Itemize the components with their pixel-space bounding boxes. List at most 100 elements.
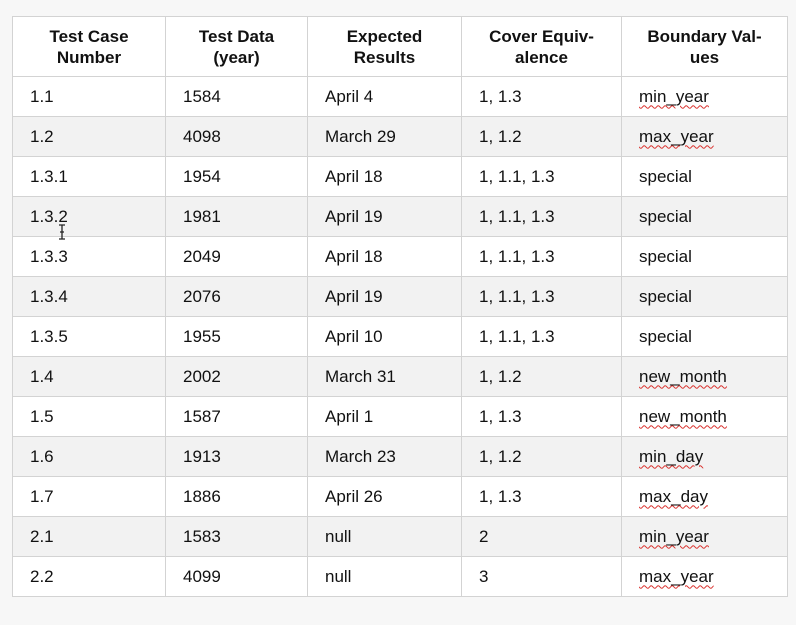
cell-text: null bbox=[325, 566, 352, 586]
cover-equivalence-cell[interactable]: 3 bbox=[461, 556, 622, 597]
boundary-values-cell[interactable]: new_month bbox=[621, 396, 788, 437]
test-case-number-cell[interactable]: 2.2 bbox=[12, 556, 166, 597]
table-row: 2.1 1583 null 2 min_year bbox=[12, 516, 788, 557]
cell-text: April 4 bbox=[325, 86, 374, 106]
boundary-values-cell[interactable]: special bbox=[621, 276, 788, 317]
test-data-cell[interactable]: 4099 bbox=[165, 556, 308, 597]
cell-text: max_year bbox=[639, 566, 714, 586]
test-data-cell[interactable]: 1583 bbox=[165, 516, 308, 557]
boundary-values-cell[interactable]: special bbox=[621, 236, 788, 277]
test-case-number-cell[interactable]: 1.3.1 bbox=[12, 156, 166, 197]
test-case-number-cell[interactable]: 1.2 bbox=[12, 116, 166, 157]
test-case-number-cell[interactable]: 1.3.3 bbox=[12, 236, 166, 277]
expected-results-cell[interactable]: April 10 bbox=[307, 316, 462, 357]
cover-equivalence-cell[interactable]: 1, 1.3 bbox=[461, 396, 622, 437]
table-header-row: Test Case Number Test Data (year) Expected… bbox=[12, 16, 788, 77]
test-case-number-cell[interactable]: 1.1 bbox=[12, 76, 166, 117]
header-cover-equivalence: Cover Equiv-alence bbox=[461, 16, 622, 77]
cell-text: null bbox=[325, 526, 352, 546]
test-case-number-cell[interactable]: 1.3.2 bbox=[12, 196, 166, 237]
boundary-values-cell[interactable]: special bbox=[621, 156, 788, 197]
expected-results-cell[interactable]: March 29 bbox=[307, 116, 462, 157]
boundary-values-cell[interactable]: special bbox=[621, 316, 788, 357]
test-case-number-cell[interactable]: 1.5 bbox=[12, 396, 166, 437]
test-data-cell[interactable]: 1954 bbox=[165, 156, 308, 197]
test-data-cell[interactable]: 2049 bbox=[165, 236, 308, 277]
table-row: 1.2 4098 March 29 1, 1.2 max_year bbox=[12, 116, 788, 157]
cover-equivalence-cell[interactable]: 1, 1.3 bbox=[461, 76, 622, 117]
test-data-cell[interactable]: 2076 bbox=[165, 276, 308, 317]
cell-text: max_day bbox=[639, 486, 708, 506]
expected-results-cell[interactable]: null bbox=[307, 556, 462, 597]
boundary-values-cell[interactable]: max_year bbox=[621, 556, 788, 597]
cell-text: April 18 bbox=[325, 166, 383, 186]
expected-results-cell[interactable]: April 1 bbox=[307, 396, 462, 437]
boundary-values-cell[interactable]: min_day bbox=[621, 436, 788, 477]
cover-equivalence-cell[interactable]: 1, 1.1, 1.3 bbox=[461, 196, 622, 237]
cell-text: March 29 bbox=[325, 126, 396, 146]
cell-text: new_month bbox=[639, 366, 727, 386]
expected-results-cell[interactable]: April 19 bbox=[307, 276, 462, 317]
test-data-cell[interactable]: 1981 bbox=[165, 196, 308, 237]
cell-text: 2.1 bbox=[30, 526, 54, 546]
test-case-number-cell[interactable]: 1.3.4 bbox=[12, 276, 166, 317]
expected-results-cell[interactable]: null bbox=[307, 516, 462, 557]
expected-results-cell[interactable]: April 18 bbox=[307, 156, 462, 197]
cover-equivalence-cell[interactable]: 2 bbox=[461, 516, 622, 557]
cover-equivalence-cell[interactable]: 1, 1.1, 1.3 bbox=[461, 156, 622, 197]
cell-text: 1, 1.1, 1.3 bbox=[479, 286, 555, 306]
cell-text: April 18 bbox=[325, 246, 383, 266]
boundary-values-cell[interactable]: new_month bbox=[621, 356, 788, 397]
cell-text: 2049 bbox=[183, 246, 221, 266]
cell-text: special bbox=[639, 206, 692, 226]
table-row: 1.1 1584 April 4 1, 1.3 min_year bbox=[12, 76, 788, 117]
boundary-values-cell[interactable]: max_year bbox=[621, 116, 788, 157]
expected-results-cell[interactable]: April 26 bbox=[307, 476, 462, 517]
test-case-number-cell[interactable]: 1.4 bbox=[12, 356, 166, 397]
test-case-number-cell[interactable]: 1.3.5 bbox=[12, 316, 166, 357]
cover-equivalence-cell[interactable]: 1, 1.3 bbox=[461, 476, 622, 517]
cover-equivalence-cell[interactable]: 1, 1.2 bbox=[461, 436, 622, 477]
cell-text: 3 bbox=[479, 566, 489, 586]
table-row: 1.3.2 1981 April 19 1, 1.1, 1.3 special bbox=[12, 196, 788, 237]
test-data-cell[interactable]: 1584 bbox=[165, 76, 308, 117]
cell-text: 1, 1.1, 1.3 bbox=[479, 206, 555, 226]
boundary-values-cell[interactable]: min_year bbox=[621, 516, 788, 557]
cover-equivalence-cell[interactable]: 1, 1.1, 1.3 bbox=[461, 276, 622, 317]
header-expected-results: Expected Results bbox=[307, 16, 462, 77]
expected-results-cell[interactable]: March 31 bbox=[307, 356, 462, 397]
table-row: 1.3.1 1954 April 18 1, 1.1, 1.3 special bbox=[12, 156, 788, 197]
cell-text: 2 bbox=[479, 526, 489, 546]
header-boundary-values: Boundary Val-ues bbox=[621, 16, 788, 77]
cell-text: 1.2 bbox=[30, 126, 54, 146]
expected-results-cell[interactable]: March 23 bbox=[307, 436, 462, 477]
cell-text: 1.5 bbox=[30, 406, 54, 426]
cell-text: 4098 bbox=[183, 126, 221, 146]
cell-text: 1.7 bbox=[30, 486, 54, 506]
test-case-number-cell[interactable]: 1.7 bbox=[12, 476, 166, 517]
expected-results-cell[interactable]: April 19 bbox=[307, 196, 462, 237]
test-data-cell[interactable]: 2002 bbox=[165, 356, 308, 397]
test-case-number-cell[interactable]: 2.1 bbox=[12, 516, 166, 557]
header-test-data: Test Data (year) bbox=[165, 16, 308, 77]
test-data-cell[interactable]: 1913 bbox=[165, 436, 308, 477]
boundary-values-cell[interactable]: max_day bbox=[621, 476, 788, 517]
cell-text: 1, 1.1, 1.3 bbox=[479, 326, 555, 346]
table-row: 1.7 1886 April 26 1, 1.3 max_day bbox=[12, 476, 788, 517]
cell-text: min_year bbox=[639, 86, 709, 106]
test-data-cell[interactable]: 1955 bbox=[165, 316, 308, 357]
expected-results-cell[interactable]: April 4 bbox=[307, 76, 462, 117]
cover-equivalence-cell[interactable]: 1, 1.2 bbox=[461, 356, 622, 397]
cover-equivalence-cell[interactable]: 1, 1.1, 1.3 bbox=[461, 236, 622, 277]
expected-results-cell[interactable]: April 18 bbox=[307, 236, 462, 277]
test-data-cell[interactable]: 1587 bbox=[165, 396, 308, 437]
test-case-number-cell[interactable]: 1.6 bbox=[12, 436, 166, 477]
cell-text: 1955 bbox=[183, 326, 221, 346]
cell-text: 1.3.2 bbox=[30, 206, 68, 226]
boundary-values-cell[interactable]: min_year bbox=[621, 76, 788, 117]
test-data-cell[interactable]: 1886 bbox=[165, 476, 308, 517]
cover-equivalence-cell[interactable]: 1, 1.2 bbox=[461, 116, 622, 157]
cover-equivalence-cell[interactable]: 1, 1.1, 1.3 bbox=[461, 316, 622, 357]
test-data-cell[interactable]: 4098 bbox=[165, 116, 308, 157]
boundary-values-cell[interactable]: special bbox=[621, 196, 788, 237]
